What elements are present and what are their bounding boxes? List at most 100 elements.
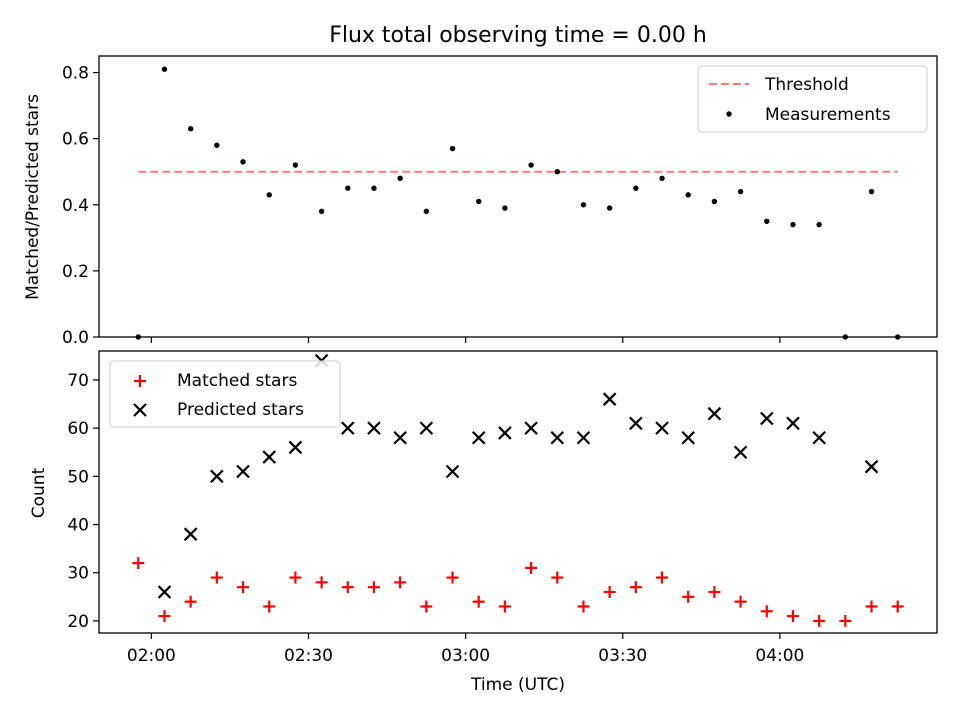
bottom-y-tick-label: 60 xyxy=(67,419,89,439)
predicted-stars-point xyxy=(524,421,538,435)
predicted-stars-point xyxy=(707,406,722,421)
predicted-stars-point xyxy=(419,421,434,435)
measurement-point xyxy=(711,198,718,205)
measurement-point xyxy=(476,198,482,205)
predicted-stars-point xyxy=(471,430,486,445)
bottom-x-tick-label: 03:30 xyxy=(598,646,647,666)
top-y-tick-label: 0.4 xyxy=(62,196,89,216)
predicted-stars-point xyxy=(655,421,669,435)
measurement-point xyxy=(816,221,822,228)
matched-stars-point xyxy=(237,581,250,594)
measurement-point xyxy=(266,192,272,198)
matched-stars-point xyxy=(158,610,171,623)
matched-stars-point xyxy=(813,614,826,627)
measurement-point xyxy=(737,188,744,195)
matched-stars-point xyxy=(760,605,773,618)
bottom-y-tick-label: 70 xyxy=(67,371,89,391)
matched-stars-point xyxy=(498,600,511,613)
predicted-stars-point xyxy=(236,464,250,479)
top-y-tick-label: 0.2 xyxy=(62,262,89,282)
matched-stars-point xyxy=(786,610,799,623)
bottom-x-tick-label: 02:30 xyxy=(284,646,333,666)
figure-title: Flux total observing time = 0.00 h xyxy=(329,23,707,48)
bottom-axes-frame xyxy=(98,350,938,634)
legend-matched-marker xyxy=(134,375,146,387)
top-x-ticks xyxy=(150,337,781,343)
matched-stars-point xyxy=(577,600,590,613)
predicted-stars-point xyxy=(786,416,800,431)
predicted-stars-point xyxy=(341,421,355,435)
matched-stars-point xyxy=(734,595,747,608)
matched-stars-point xyxy=(891,600,904,613)
matched-stars-point xyxy=(525,561,538,574)
measurement-point xyxy=(554,169,560,175)
predicted-stars-point xyxy=(602,392,617,406)
top-panel: 0.00.20.40.60.8 Matched/Predicted stars … xyxy=(23,55,938,348)
predicted-stars-point xyxy=(576,430,591,445)
legend-threshold-label: Threshold xyxy=(764,75,849,95)
matched-stars-point xyxy=(603,586,616,599)
bottom-y-tick-label: 50 xyxy=(67,467,89,487)
predicted-stars-point xyxy=(367,421,381,435)
bottom-y-tick-label: 30 xyxy=(67,564,89,584)
matched-stars-point xyxy=(132,557,145,570)
measurement-point xyxy=(161,66,168,72)
top-legend: Threshold Measurements xyxy=(697,65,928,133)
predicted-stars-point xyxy=(681,430,695,445)
top-y-axis-label: Matched/Predicted stars xyxy=(23,94,43,300)
bottom-x-tick-label: 03:00 xyxy=(441,646,490,666)
matched-stars-point xyxy=(629,581,642,594)
top-y-tick-label: 0.8 xyxy=(62,64,89,84)
measurement-point xyxy=(868,188,875,195)
matched-stars-point xyxy=(184,595,197,608)
legend-measurements-label: Measurements xyxy=(765,105,891,125)
bottom-y-tick-label: 20 xyxy=(67,612,89,632)
measurement-point xyxy=(371,185,377,191)
measurement-point xyxy=(423,208,430,215)
matched-stars-point xyxy=(263,600,276,613)
measurement-point xyxy=(292,162,299,168)
measurement-point xyxy=(659,175,665,182)
measurement-point xyxy=(214,142,220,148)
legend-predicted-marker xyxy=(133,403,147,417)
predicted-stars-point xyxy=(157,585,172,599)
predicted-stars-point xyxy=(262,450,276,464)
bottom-y-ticks: 20 30 40 50 60 70 xyxy=(67,371,99,632)
matched-stars-point xyxy=(551,571,564,584)
matched-stars-point xyxy=(839,614,852,627)
legend-measurements-marker xyxy=(726,111,732,117)
predicted-stars-point xyxy=(864,459,879,474)
bottom-legend-box xyxy=(109,360,341,428)
predicted-stars-point xyxy=(812,430,826,445)
matched-stars-point xyxy=(289,571,302,584)
matched-stars-point xyxy=(446,571,459,584)
predicted-stars-point xyxy=(393,430,407,445)
matched-stars-point xyxy=(367,581,380,594)
matched-stars-point xyxy=(472,595,485,608)
legend-predicted-label: Predicted stars xyxy=(177,400,304,420)
bottom-panel: 20 30 40 50 60 70 02:00 02:30 03:00 03:30 04:00 C… xyxy=(29,350,938,695)
matched-stars-point xyxy=(656,571,669,584)
matched-stars-point xyxy=(394,576,407,589)
measurement-point xyxy=(580,202,587,208)
measurement-point xyxy=(606,205,613,211)
bottom-x-axis-label: Time (UTC) xyxy=(470,675,565,695)
top-y-tick-label: 0.6 xyxy=(62,130,89,150)
measurement-point xyxy=(685,192,691,198)
measurement-point xyxy=(345,185,351,191)
measurement-point xyxy=(187,126,194,132)
predicted-stars-point xyxy=(445,464,460,479)
matched-stars-point xyxy=(865,600,878,613)
legend-matched-label: Matched stars xyxy=(177,371,297,391)
predicted-stars-point xyxy=(550,430,565,445)
predicted-stars-point xyxy=(183,527,198,541)
bottom-x-tick-label: 04:00 xyxy=(755,646,804,666)
predicted-stars-point xyxy=(498,426,512,440)
matched-stars-point xyxy=(682,590,695,603)
top-plot-marks xyxy=(135,66,901,340)
predicted-stars-point xyxy=(733,445,748,460)
predicted-stars-point xyxy=(288,440,303,455)
matched-stars-point xyxy=(341,581,354,594)
matched-stars-point xyxy=(708,586,721,599)
